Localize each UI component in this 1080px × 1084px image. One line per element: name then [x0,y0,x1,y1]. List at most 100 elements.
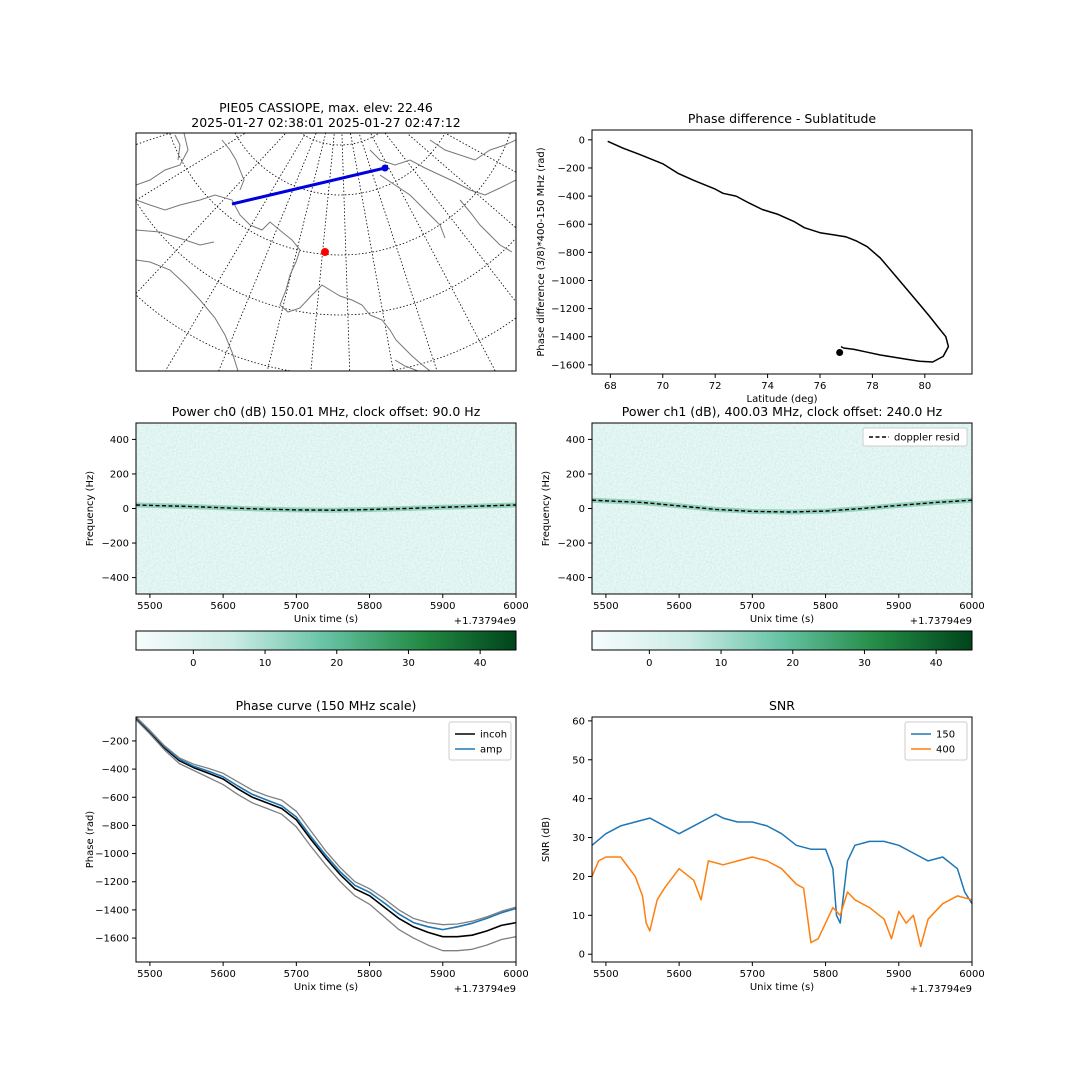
power_ch0-ylabel: Frequency (Hz) [85,471,96,547]
snr-xtick-label: 6000 [959,969,984,980]
phase_curve-ytick-label: −1200 [95,877,129,888]
phase_lat-ytick-label: −400 [558,192,585,203]
snr-series-400 [591,856,973,948]
power-ch1-panel: Power ch1 (dB), 400.03 MHz, clock offset… [541,404,985,669]
snr-ytick-label: 10 [572,911,585,922]
phase_curve-ytick-label: −400 [102,765,129,776]
snr-xtick-label: 5700 [740,969,765,980]
power_ch1-xtick-label: 5800 [813,601,838,612]
phase_curve-series-group [135,716,517,952]
power_ch1-ylabel: Frequency (Hz) [541,471,552,547]
phase_lat-xtick-label: 70 [656,381,669,392]
phase_lat-title: Phase difference - Sublatitude [688,111,877,126]
power_ch1-ytick-label: 0 [579,504,585,515]
power-ch0-panel: Power ch0 (dB) 150.01 MHz, clock offset:… [85,404,529,669]
phase_curve-series-amp [135,716,517,931]
phase_curve-ytick-label: −800 [102,821,129,832]
map-title-line2: 2025-01-27 02:38:01 2025-01-27 02:47:12 [191,115,461,130]
phase_lat-ytick-label: −800 [558,248,585,259]
power_ch0-colorbar-tick-label: 40 [474,658,487,669]
power_ch1-colorbar-tick-label: 10 [715,658,728,669]
phase_curve-xlabel: Unix time (s) [294,982,358,993]
power_ch1-ytick-label: −200 [558,539,585,550]
power_ch0-colorbar-tick-label: 0 [190,658,196,669]
phase_curve-ytick-label: −1600 [95,934,129,945]
satellite-ground-track [231,166,386,206]
snr-title: SNR [769,698,795,713]
phase_lat-xtick-label: 80 [918,381,931,392]
phase_curve-series-incoh [135,717,517,938]
phase_lat-xlabel: Latitude (deg) [747,394,818,405]
snr-series-group [591,813,973,948]
power_ch1-heatmap-noise [592,423,972,594]
snr-legend [904,721,968,761]
phase_lat-series-band-0 [607,140,950,363]
snr-ytick-label: 40 [572,794,585,805]
snr-offset-label: +1.73794e9 [910,984,972,995]
snr-series-150 [591,813,973,924]
snr-ylabel: SNR (dB) [541,817,552,862]
phase_curve-xtick-label: 6000 [503,969,528,980]
snr-xtick-label: 5500 [593,969,618,980]
snr-xtick-label: 5600 [666,969,691,980]
phase_curve-ylabel: Phase (rad) [85,811,96,869]
snr-frame [591,716,973,963]
snr-legend-label: 400 [936,745,955,756]
power_ch0-xtick-label: 5800 [357,601,382,612]
power_ch1-ytick-label: −400 [558,573,585,584]
snr-legend-label: 150 [936,730,955,741]
power_ch0-xtick-label: 6000 [503,601,528,612]
phase_lat-endpoint-marker [836,348,844,356]
phase_curve-legend [448,721,512,761]
power_ch0-frame [135,422,517,595]
snr-ytick-label: 60 [572,716,585,727]
power_ch0-xtick-label: 5500 [137,601,162,612]
power_ch0-ytick-label: −200 [102,539,129,550]
ground-station-marker [321,248,329,256]
phase_lat-ylabel: Phase difference (3/8)*400-150 MHz (rad) [536,147,547,356]
power_ch0-colorbar-frame [135,630,517,651]
power_ch1-colorbar-tick-label: 0 [646,658,652,669]
snr-ytick-label: 50 [572,755,585,766]
power_ch1-ytick-label: 200 [566,469,585,480]
phase_curve-legend-label: incoh [480,730,507,741]
phase_curve-xtick-label: 5700 [284,969,309,980]
power_ch0-xtick-label: 5700 [284,601,309,612]
phase_curve-xtick-label: 5600 [210,969,235,980]
phase_lat-xtick-label: 76 [814,381,827,392]
phase-curve-panel: Phase curve (150 MHz scale) 5500 5600 5700 5… [85,698,529,995]
power_ch0-xlabel: Unix time (s) [294,614,358,625]
power_ch1-xlabel: Unix time (s) [750,614,814,625]
phase_curve-ytick-label: −200 [102,736,129,747]
power_ch1-xtick-label: 5700 [740,601,765,612]
map-coastlines [136,133,516,371]
power_ch0-ytick-label: 0 [123,504,129,515]
power_ch1-xtick-label: 5500 [593,601,618,612]
phase_curve-frame [135,716,517,963]
power_ch0-title: Power ch0 (dB) 150.01 MHz, clock offset:… [172,404,481,419]
track-end-marker [381,164,389,172]
power_ch0-offset-label: +1.73794e9 [454,616,516,627]
phase_curve-xtick-label: 5800 [357,969,382,980]
power_ch0-colorbar [136,631,516,650]
power_ch1-title: Power ch1 (dB), 400.03 MHz, clock offset… [622,404,943,419]
map-frame [135,132,517,372]
power_ch1-xtick-label: 5900 [886,601,911,612]
phase_lat-ytick-label: −1400 [551,332,585,343]
snr-ytick-label: 0 [579,950,585,961]
power_ch0-heatmap [136,423,516,594]
power_ch1-colorbar-tick-label: 40 [930,658,943,669]
phase_lat-series-group [607,140,950,363]
phase-difference-panel: Phase difference - Sublatitude 68 70 72 74 76… [536,111,973,405]
power_ch1-offset-label: +1.73794e9 [910,616,972,627]
phase_curve-ytick-label: −600 [102,793,129,804]
power_ch0-ytick-label: −400 [102,573,129,584]
power_ch1-colorbar-tick-label: 20 [786,658,799,669]
power_ch1-legend [862,427,968,447]
snr-xtick-label: 5800 [813,969,838,980]
phase_curve-legend-label: amp [480,745,502,756]
power_ch1-doppler-resid [592,499,972,513]
phase_curve-series-band-2 [135,716,517,926]
power_ch0-xtick-label: 5600 [210,601,235,612]
map-graticule [136,133,516,371]
